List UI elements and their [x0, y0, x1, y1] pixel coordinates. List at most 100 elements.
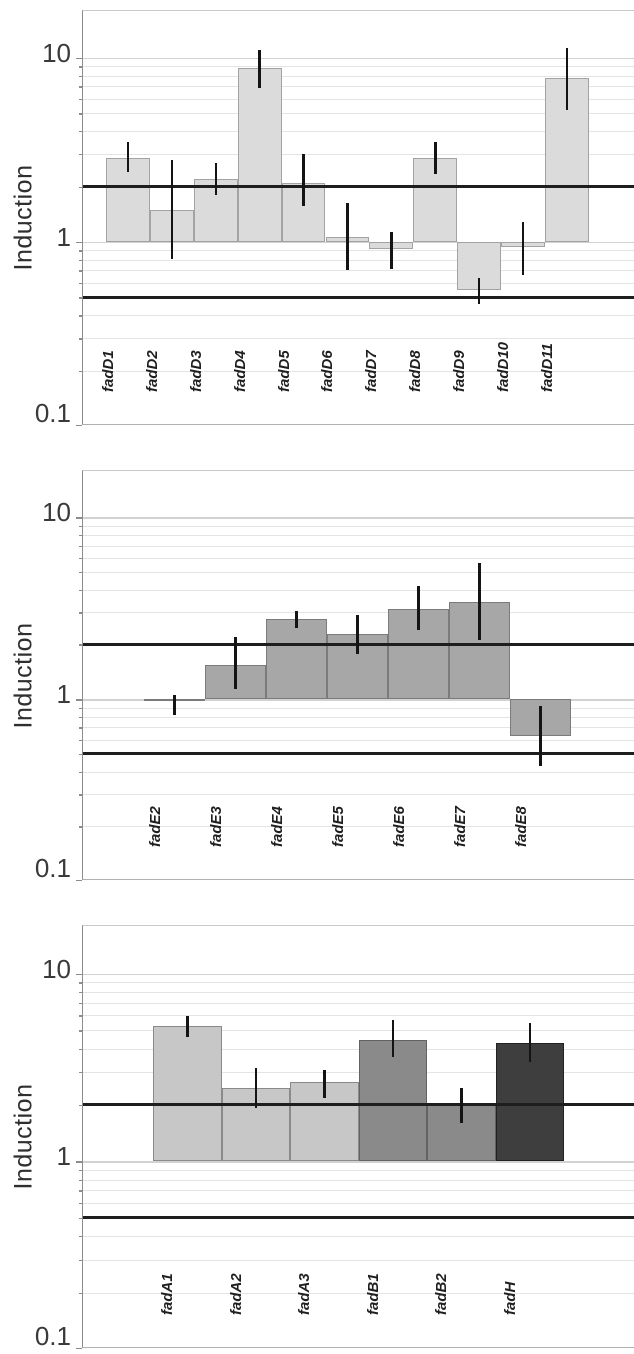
- minor-gridline: [83, 535, 634, 537]
- minor-gridline: [83, 1236, 634, 1238]
- minor-gridline: [83, 771, 634, 773]
- minor-gridline: [83, 270, 634, 272]
- plot-area: [76, 470, 634, 882]
- minor-gridline: [83, 612, 634, 614]
- y-tick-label: 10: [42, 497, 71, 528]
- minor-tick: [79, 250, 82, 252]
- error-bar: [186, 1016, 189, 1038]
- bar: [266, 618, 327, 700]
- minor-tick: [79, 1071, 82, 1074]
- y-tick-label: 0.1: [34, 1321, 71, 1351]
- bar: [495, 1042, 564, 1162]
- error-bar: [565, 47, 569, 111]
- minor-gridline: [83, 1015, 634, 1017]
- error-bar: [258, 49, 261, 88]
- minor-gridline: [83, 154, 634, 156]
- minor-gridline: [83, 66, 634, 68]
- bar: [358, 1039, 427, 1162]
- y-axis-tick-labels: 10 1 0.1: [0, 470, 76, 883]
- major-tick: [76, 241, 82, 244]
- error-bar: [234, 637, 237, 689]
- minor-tick: [79, 535, 82, 537]
- error-bar: [295, 611, 298, 628]
- minor-gridline: [83, 982, 634, 984]
- major-gridline: [83, 973, 634, 976]
- minor-gridline: [83, 113, 634, 115]
- bar: [153, 1026, 222, 1162]
- minor-tick: [79, 557, 82, 560]
- minor-gridline: [83, 282, 634, 284]
- minor-tick: [79, 1030, 82, 1032]
- reference-line: [83, 1216, 634, 1220]
- minor-tick: [79, 154, 82, 156]
- minor-tick: [79, 992, 82, 994]
- major-tick: [76, 1348, 82, 1350]
- reference-line: [83, 752, 634, 756]
- minor-gridline: [83, 1170, 634, 1172]
- error-bar: [434, 141, 437, 174]
- major-tick: [76, 699, 82, 701]
- minor-tick: [79, 572, 82, 574]
- minor-tick: [79, 1217, 82, 1220]
- major-gridline: [83, 1161, 634, 1163]
- minor-gridline: [83, 1292, 634, 1294]
- error-bar: [173, 694, 176, 715]
- error-bar: [528, 1023, 531, 1062]
- minor-tick: [79, 1203, 82, 1205]
- minor-tick: [79, 338, 82, 340]
- minor-tick: [79, 716, 82, 719]
- minor-tick: [79, 270, 82, 272]
- minor-tick: [79, 707, 82, 709]
- error-bar: [417, 586, 420, 631]
- minor-tick: [79, 771, 82, 773]
- minor-gridline: [83, 98, 634, 100]
- minor-gridline: [83, 716, 634, 718]
- minor-tick: [79, 1292, 82, 1294]
- minor-tick: [79, 727, 82, 729]
- minor-gridline: [83, 1179, 634, 1181]
- minor-tick: [79, 186, 82, 188]
- minor-gridline: [83, 250, 634, 252]
- y-axis-tick-labels: 10 1 0.1: [0, 925, 76, 1351]
- major-tick: [76, 517, 82, 519]
- y-tick-label: 1: [56, 221, 71, 252]
- minor-gridline: [83, 1002, 634, 1004]
- y-tick-label: 1: [56, 1141, 71, 1172]
- error-bar: [356, 614, 359, 654]
- minor-tick: [79, 612, 82, 614]
- minor-tick: [79, 525, 82, 528]
- minor-tick: [79, 982, 82, 984]
- minor-gridline: [83, 727, 634, 729]
- minor-gridline: [83, 1190, 634, 1192]
- minor-tick: [79, 66, 82, 68]
- error-bar: [126, 141, 130, 172]
- bar: [237, 68, 282, 242]
- minor-tick: [79, 75, 82, 78]
- minor-tick: [79, 1048, 82, 1050]
- major-tick: [76, 57, 82, 60]
- reference-line: [83, 295, 634, 299]
- minor-tick: [79, 1170, 82, 1172]
- y-tick-label: 0.1: [34, 398, 71, 428]
- minor-gridline: [83, 75, 634, 77]
- minor-tick: [79, 282, 82, 285]
- minor-gridline: [83, 739, 634, 741]
- error-bar: [346, 203, 349, 271]
- minor-tick: [79, 794, 82, 796]
- minor-tick: [79, 370, 82, 372]
- error-bar: [170, 159, 174, 259]
- minor-gridline: [83, 707, 634, 709]
- minor-tick: [79, 545, 82, 547]
- minor-gridline: [83, 545, 634, 547]
- major-tick: [76, 1161, 82, 1163]
- y-tick-label: 0.1: [34, 853, 71, 883]
- error-bar: [214, 162, 217, 195]
- major-tick: [76, 880, 82, 882]
- minor-gridline: [83, 572, 634, 574]
- minor-tick: [79, 1179, 82, 1181]
- minor-gridline: [83, 525, 634, 527]
- reference-line: [83, 1103, 634, 1107]
- minor-gridline: [83, 131, 634, 133]
- minor-gridline: [83, 589, 634, 591]
